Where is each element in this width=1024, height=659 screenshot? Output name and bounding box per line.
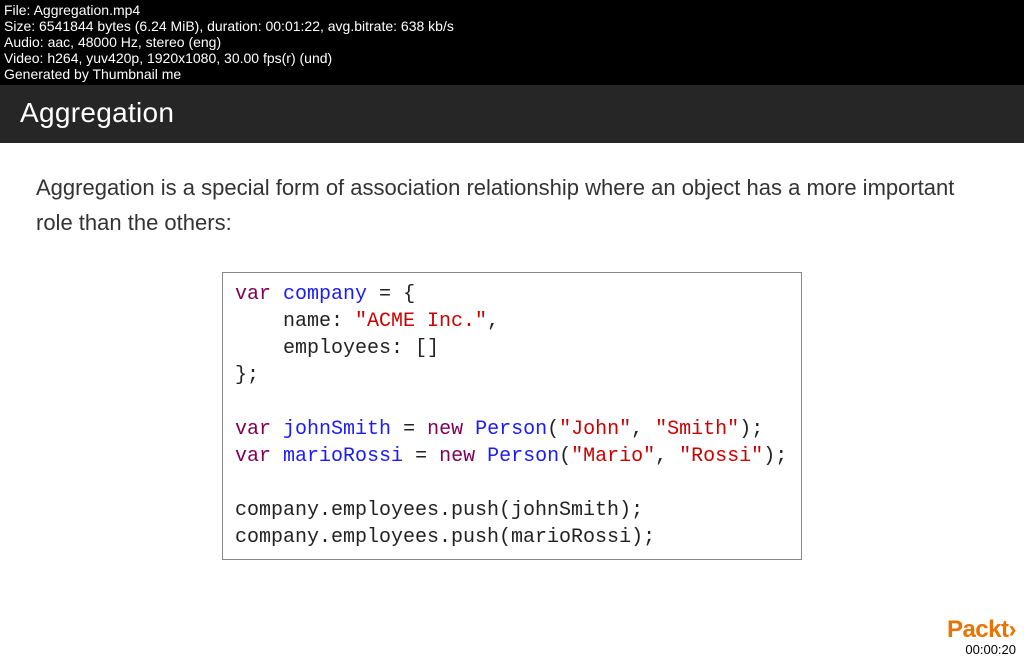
video-timestamp: 00:00:20	[947, 642, 1016, 657]
meta-video-line: Video: h264, yuv420p, 1920x1080, 30.00 f…	[4, 50, 1020, 66]
code-rbrace: }	[235, 364, 247, 387]
code-eq: =	[367, 283, 403, 306]
code-str-mario: "Mario"	[571, 445, 655, 468]
code-kw-var: var	[235, 283, 271, 306]
slide-description: Aggregation is a special form of associa…	[36, 171, 988, 239]
meta-file-line: File: Aggregation.mp4	[4, 2, 1020, 18]
code-kw-new: new	[427, 418, 463, 441]
meta-generated-line: Generated by Thumbnail me	[4, 66, 1020, 82]
code-eq2: =	[391, 418, 427, 441]
code-rp1: )	[739, 418, 751, 441]
code-indent2	[235, 337, 283, 360]
code-class-person2: Person	[487, 445, 559, 468]
code-semi2: ;	[751, 418, 763, 441]
code-comma1: ,	[487, 310, 499, 333]
code-indent	[235, 310, 283, 333]
code-eq3: =	[403, 445, 439, 468]
code-cs1: ,	[631, 418, 655, 441]
code-var-mario: marioRossi	[283, 445, 403, 468]
code-emp-key: employees:	[283, 337, 415, 360]
code-kw-var2: var	[235, 418, 271, 441]
meta-audio-line: Audio: aac, 48000 Hz, stereo (eng)	[4, 34, 1020, 50]
code-lbrace: {	[403, 283, 415, 306]
code-emp-val: []	[415, 337, 439, 360]
brand-logo: Packt›	[947, 616, 1016, 644]
footer: Packt› 00:00:20	[947, 616, 1016, 657]
code-lp2: (	[559, 445, 571, 468]
code-kw-var3: var	[235, 445, 271, 468]
code-push-line2: company.employees.push(marioRossi);	[235, 526, 655, 549]
code-push-line1: company.employees.push(johnSmith);	[235, 499, 643, 522]
code-kw-new2: new	[439, 445, 475, 468]
code-str-john: "John"	[559, 418, 631, 441]
slide-content: Aggregation is a special form of associa…	[0, 143, 1024, 579]
code-str-rossi: "Rossi"	[679, 445, 763, 468]
slide-title-bar: Aggregation	[0, 85, 1024, 143]
code-semi1: ;	[247, 364, 259, 387]
code-str-smith: "Smith"	[655, 418, 739, 441]
meta-size-line: Size: 6541844 bytes (6.24 MiB), duration…	[4, 18, 1020, 34]
code-name-key: name:	[283, 310, 355, 333]
video-metadata-header: File: Aggregation.mp4 Size: 6541844 byte…	[0, 0, 1024, 85]
slide-title: Aggregation	[20, 97, 1004, 129]
code-var-john: johnSmith	[283, 418, 391, 441]
code-class-person: Person	[475, 418, 547, 441]
code-cs2: ,	[655, 445, 679, 468]
code-var-company: company	[283, 283, 367, 306]
code-name-val: "ACME Inc."	[355, 310, 487, 333]
code-lp1: (	[547, 418, 559, 441]
code-semi3: ;	[775, 445, 787, 468]
code-rp2: )	[763, 445, 775, 468]
code-example: var company = { name: "ACME Inc.", emplo…	[222, 272, 802, 560]
